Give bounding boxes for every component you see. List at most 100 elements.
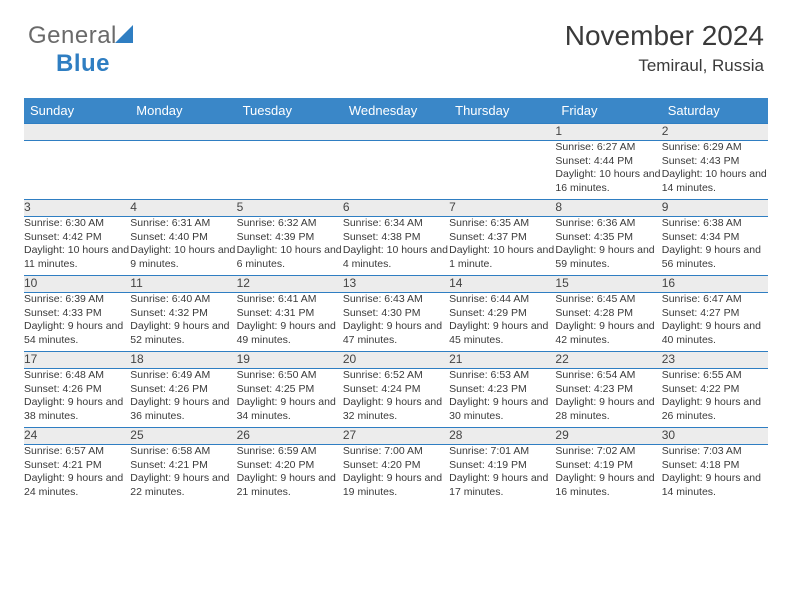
page-subtitle: Temiraul, Russia (638, 56, 764, 76)
sunset-text: Sunset: 4:19 PM (555, 459, 661, 473)
sunrise-text: Sunrise: 6:35 AM (449, 217, 555, 231)
day-detail-cell: Sunrise: 6:31 AMSunset: 4:40 PMDaylight:… (130, 217, 236, 276)
day-number-cell: 12 (237, 276, 343, 293)
page-title: November 2024 (565, 20, 764, 52)
sunrise-text: Sunrise: 6:48 AM (24, 369, 130, 383)
day-number-cell: 4 (130, 200, 236, 217)
daylight-text: Daylight: 9 hours and 49 minutes. (237, 320, 343, 347)
sunset-text: Sunset: 4:20 PM (343, 459, 449, 473)
day-detail-cell: Sunrise: 6:49 AMSunset: 4:26 PMDaylight:… (130, 369, 236, 428)
day-number-cell: 13 (343, 276, 449, 293)
daylight-text: Daylight: 9 hours and 40 minutes. (662, 320, 768, 347)
sunrise-text: Sunrise: 6:47 AM (662, 293, 768, 307)
day-number-cell (130, 124, 236, 141)
day-number-cell: 3 (24, 200, 130, 217)
day-number-cell: 15 (555, 276, 661, 293)
day-number-cell: 14 (449, 276, 555, 293)
day-number-cell: 22 (555, 352, 661, 369)
sunrise-text: Sunrise: 6:40 AM (130, 293, 236, 307)
day-detail-cell (24, 141, 130, 200)
day-number-cell: 1 (555, 124, 661, 141)
sunset-text: Sunset: 4:44 PM (555, 155, 661, 169)
sunrise-text: Sunrise: 6:44 AM (449, 293, 555, 307)
day-detail-row: Sunrise: 6:57 AMSunset: 4:21 PMDaylight:… (24, 445, 768, 504)
daylight-text: Daylight: 10 hours and 11 minutes. (24, 244, 130, 271)
day-number-row: 17181920212223 (24, 352, 768, 369)
sunrise-text: Sunrise: 6:30 AM (24, 217, 130, 231)
sunset-text: Sunset: 4:34 PM (662, 231, 768, 245)
sunset-text: Sunset: 4:38 PM (343, 231, 449, 245)
daylight-text: Daylight: 9 hours and 38 minutes. (24, 396, 130, 423)
day-number-cell: 21 (449, 352, 555, 369)
sunset-text: Sunset: 4:21 PM (24, 459, 130, 473)
day-detail-cell: Sunrise: 7:01 AMSunset: 4:19 PMDaylight:… (449, 445, 555, 504)
daylight-text: Daylight: 9 hours and 59 minutes. (555, 244, 661, 271)
day-number-cell: 9 (662, 200, 768, 217)
sunrise-text: Sunrise: 6:29 AM (662, 141, 768, 155)
sunset-text: Sunset: 4:40 PM (130, 231, 236, 245)
day-detail-cell: Sunrise: 6:29 AMSunset: 4:43 PMDaylight:… (662, 141, 768, 200)
sunrise-text: Sunrise: 6:41 AM (237, 293, 343, 307)
daylight-text: Daylight: 9 hours and 30 minutes. (449, 396, 555, 423)
day-number-cell: 23 (662, 352, 768, 369)
sunset-text: Sunset: 4:23 PM (449, 383, 555, 397)
weekday-header: Wednesday (343, 98, 449, 124)
daylight-text: Daylight: 9 hours and 54 minutes. (24, 320, 130, 347)
day-detail-cell: Sunrise: 6:32 AMSunset: 4:39 PMDaylight:… (237, 217, 343, 276)
daylight-text: Daylight: 10 hours and 1 minute. (449, 244, 555, 271)
daylight-text: Daylight: 9 hours and 36 minutes. (130, 396, 236, 423)
sunset-text: Sunset: 4:22 PM (662, 383, 768, 397)
day-detail-cell: Sunrise: 6:36 AMSunset: 4:35 PMDaylight:… (555, 217, 661, 276)
sunset-text: Sunset: 4:18 PM (662, 459, 768, 473)
sunrise-text: Sunrise: 6:49 AM (130, 369, 236, 383)
sunset-text: Sunset: 4:37 PM (449, 231, 555, 245)
sunset-text: Sunset: 4:24 PM (343, 383, 449, 397)
sunrise-text: Sunrise: 6:59 AM (237, 445, 343, 459)
sunset-text: Sunset: 4:30 PM (343, 307, 449, 321)
sunrise-text: Sunrise: 6:58 AM (130, 445, 236, 459)
sunset-text: Sunset: 4:33 PM (24, 307, 130, 321)
sunrise-text: Sunrise: 6:27 AM (555, 141, 661, 155)
day-detail-cell (449, 141, 555, 200)
sunrise-text: Sunrise: 6:39 AM (24, 293, 130, 307)
day-detail-cell: Sunrise: 6:54 AMSunset: 4:23 PMDaylight:… (555, 369, 661, 428)
day-detail-cell: Sunrise: 6:52 AMSunset: 4:24 PMDaylight:… (343, 369, 449, 428)
sunset-text: Sunset: 4:23 PM (555, 383, 661, 397)
day-detail-cell: Sunrise: 6:27 AMSunset: 4:44 PMDaylight:… (555, 141, 661, 200)
day-detail-row: Sunrise: 6:27 AMSunset: 4:44 PMDaylight:… (24, 141, 768, 200)
sunset-text: Sunset: 4:26 PM (24, 383, 130, 397)
sunrise-text: Sunrise: 6:50 AM (237, 369, 343, 383)
daylight-text: Daylight: 9 hours and 28 minutes. (555, 396, 661, 423)
day-number-cell: 27 (343, 428, 449, 445)
day-number-cell: 11 (130, 276, 236, 293)
day-detail-cell: Sunrise: 6:44 AMSunset: 4:29 PMDaylight:… (449, 293, 555, 352)
day-detail-cell: Sunrise: 6:48 AMSunset: 4:26 PMDaylight:… (24, 369, 130, 428)
sunset-text: Sunset: 4:43 PM (662, 155, 768, 169)
day-detail-cell: Sunrise: 7:00 AMSunset: 4:20 PMDaylight:… (343, 445, 449, 504)
daylight-text: Daylight: 9 hours and 34 minutes. (237, 396, 343, 423)
day-number-cell: 16 (662, 276, 768, 293)
sunrise-text: Sunrise: 7:03 AM (662, 445, 768, 459)
day-detail-cell: Sunrise: 6:35 AMSunset: 4:37 PMDaylight:… (449, 217, 555, 276)
daylight-text: Daylight: 9 hours and 24 minutes. (24, 472, 130, 499)
daylight-text: Daylight: 9 hours and 14 minutes. (662, 472, 768, 499)
sunset-text: Sunset: 4:35 PM (555, 231, 661, 245)
sunrise-text: Sunrise: 6:52 AM (343, 369, 449, 383)
sunrise-text: Sunrise: 6:31 AM (130, 217, 236, 231)
day-detail-cell (343, 141, 449, 200)
daylight-text: Daylight: 9 hours and 16 minutes. (555, 472, 661, 499)
sunrise-text: Sunrise: 6:57 AM (24, 445, 130, 459)
day-detail-cell: Sunrise: 6:38 AMSunset: 4:34 PMDaylight:… (662, 217, 768, 276)
sunset-text: Sunset: 4:26 PM (130, 383, 236, 397)
logo: General Blue (28, 22, 137, 78)
daylight-text: Daylight: 10 hours and 14 minutes. (662, 168, 768, 195)
day-detail-cell: Sunrise: 6:58 AMSunset: 4:21 PMDaylight:… (130, 445, 236, 504)
daylight-text: Daylight: 9 hours and 47 minutes. (343, 320, 449, 347)
day-number-cell (343, 124, 449, 141)
day-number-cell: 10 (24, 276, 130, 293)
daylight-text: Daylight: 9 hours and 21 minutes. (237, 472, 343, 499)
logo-text-2: Blue (56, 50, 110, 77)
weekday-header: Friday (555, 98, 661, 124)
logo-sail-icon (115, 25, 137, 45)
day-detail-cell: Sunrise: 7:03 AMSunset: 4:18 PMDaylight:… (662, 445, 768, 504)
